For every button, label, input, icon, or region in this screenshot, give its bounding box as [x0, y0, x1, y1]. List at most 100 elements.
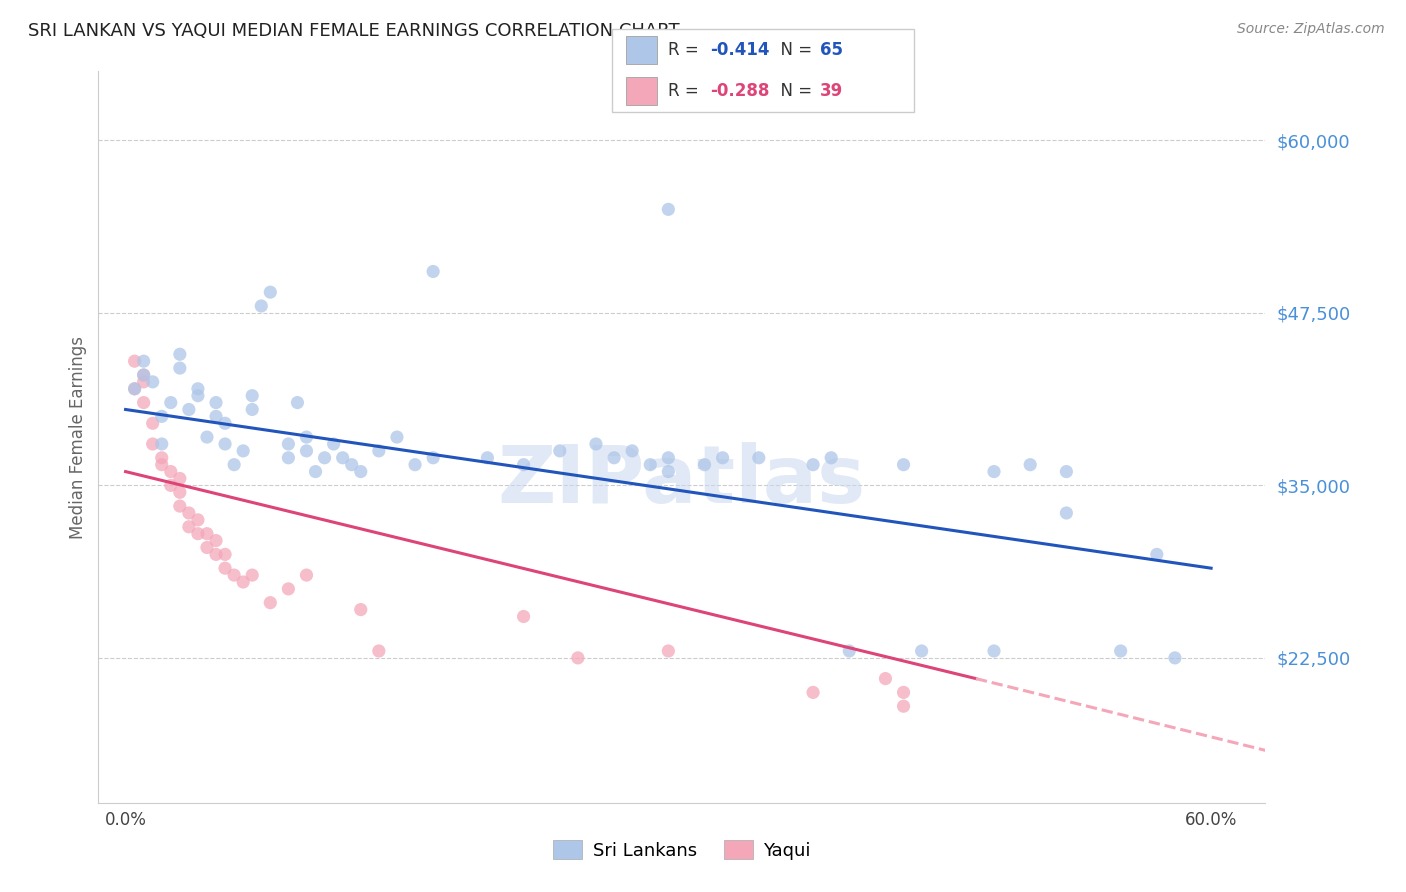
Point: [169, 485, 191, 500]
Point: [277, 582, 299, 596]
Text: R =: R =: [668, 41, 704, 59]
Point: [295, 568, 318, 582]
Point: [893, 458, 915, 472]
Point: [124, 354, 146, 368]
Point: [124, 382, 146, 396]
Point: [142, 375, 165, 389]
Point: [711, 450, 734, 465]
Point: [1109, 644, 1132, 658]
Point: [911, 644, 934, 658]
Point: [240, 389, 263, 403]
Point: [205, 409, 228, 424]
Point: [159, 465, 181, 479]
Point: [1019, 458, 1042, 472]
Text: 39: 39: [820, 82, 844, 100]
Point: [150, 437, 173, 451]
Point: [205, 548, 228, 562]
Point: [277, 450, 299, 465]
Point: [214, 561, 236, 575]
Point: [159, 478, 181, 492]
Point: [214, 548, 236, 562]
Point: [295, 443, 318, 458]
Point: [232, 443, 254, 458]
Point: [150, 409, 173, 424]
Point: [350, 465, 373, 479]
Point: [893, 685, 915, 699]
Point: [638, 458, 661, 472]
Point: [350, 602, 373, 616]
Point: [548, 443, 571, 458]
Point: [240, 568, 263, 582]
Point: [187, 389, 209, 403]
Point: [214, 417, 236, 431]
Point: [304, 465, 326, 479]
Point: [1164, 651, 1187, 665]
Point: [150, 458, 173, 472]
Text: -0.288: -0.288: [710, 82, 769, 100]
Point: [801, 458, 824, 472]
Point: [820, 450, 842, 465]
Point: [422, 450, 444, 465]
Point: [657, 202, 679, 217]
Point: [224, 568, 246, 582]
Point: [195, 430, 218, 444]
Point: [214, 437, 236, 451]
Point: [132, 395, 155, 409]
Point: [322, 437, 344, 451]
Point: [567, 651, 589, 665]
Point: [621, 443, 644, 458]
Point: [132, 368, 155, 382]
Point: [205, 395, 228, 409]
Point: [585, 437, 607, 451]
Point: [295, 430, 318, 444]
Point: [124, 382, 146, 396]
Point: [224, 458, 246, 472]
Point: [748, 450, 770, 465]
Point: [983, 465, 1005, 479]
Point: [232, 574, 254, 589]
Point: [422, 264, 444, 278]
Point: [404, 458, 426, 472]
Text: ZIPatlas: ZIPatlas: [498, 442, 866, 520]
Point: [657, 450, 679, 465]
Point: [657, 644, 679, 658]
Point: [603, 450, 626, 465]
Text: N =: N =: [770, 82, 818, 100]
Point: [367, 443, 389, 458]
Legend: Sri Lankans, Yaqui: Sri Lankans, Yaqui: [546, 833, 818, 867]
Point: [512, 609, 534, 624]
Text: SRI LANKAN VS YAQUI MEDIAN FEMALE EARNINGS CORRELATION CHART: SRI LANKAN VS YAQUI MEDIAN FEMALE EARNIN…: [28, 22, 679, 40]
Point: [385, 430, 408, 444]
Point: [657, 465, 679, 479]
Point: [195, 526, 218, 541]
Point: [187, 526, 209, 541]
Point: [177, 520, 200, 534]
Point: [250, 299, 273, 313]
Point: [512, 458, 534, 472]
Point: [801, 685, 824, 699]
Point: [150, 450, 173, 465]
Point: [177, 506, 200, 520]
Point: [195, 541, 218, 555]
Point: [132, 368, 155, 382]
Point: [983, 644, 1005, 658]
Point: [893, 699, 915, 714]
Point: [477, 450, 499, 465]
Y-axis label: Median Female Earnings: Median Female Earnings: [69, 335, 87, 539]
Text: N =: N =: [770, 41, 818, 59]
Point: [177, 402, 200, 417]
Point: [693, 458, 716, 472]
Point: [340, 458, 363, 472]
Point: [169, 471, 191, 485]
Point: [187, 513, 209, 527]
Point: [240, 402, 263, 417]
Point: [259, 596, 281, 610]
Point: [875, 672, 897, 686]
Point: [132, 375, 155, 389]
Point: [332, 450, 354, 465]
Point: [132, 354, 155, 368]
Text: R =: R =: [668, 82, 704, 100]
Point: [838, 644, 860, 658]
Point: [259, 285, 281, 300]
Text: -0.414: -0.414: [710, 41, 769, 59]
